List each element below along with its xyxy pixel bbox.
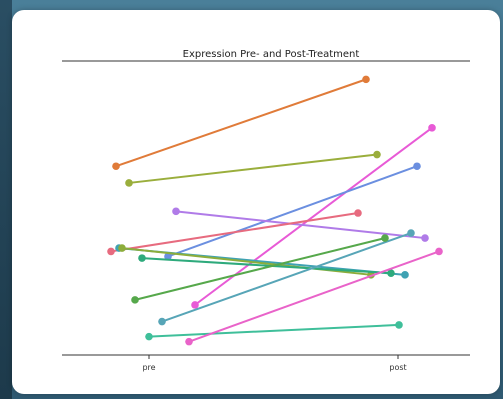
data-point-post [395,321,403,329]
data-point-post [387,269,395,277]
x-tick-label-post: post [389,363,406,372]
series-line [161,232,412,323]
series-layer [107,75,443,346]
chart-title: Expression Pre- and Post-Treatment [183,49,360,60]
series-line [128,153,378,184]
data-point-post [381,234,389,242]
data-point-post [407,229,415,237]
data-point-pre [185,337,193,346]
data-point-pre [112,162,120,171]
chart-card [12,10,500,394]
data-point-post [401,271,409,279]
series-line [167,165,418,258]
data-point-post [373,150,381,159]
data-point-pre [172,207,180,216]
background-strip [0,0,12,399]
data-point-pre [138,254,146,262]
data-point-pre [118,244,126,252]
series-line [134,237,386,301]
series-line [141,257,392,275]
series-line [115,78,367,168]
series-line [188,250,440,343]
data-point-post [354,209,362,217]
series-12 [185,247,443,346]
series-line [110,212,359,253]
data-point-pre [191,301,199,309]
data-point-post [421,234,429,242]
series-4 [172,207,429,242]
series-line [148,323,400,338]
data-point-post [413,162,421,171]
data-point-pre [131,296,139,304]
tick-layer: pre post [142,355,407,372]
data-point-post [362,75,370,84]
series-10 [131,234,389,304]
data-point-post [428,124,436,132]
series-1 [125,150,381,187]
series-9 [158,229,415,326]
data-point-pre [107,247,115,256]
data-point-pre [125,179,133,187]
data-point-pre [164,252,172,261]
data-point-pre [158,317,166,326]
data-point-post [435,247,443,256]
series-8 [138,254,395,277]
x-tick-label-pre: pre [142,363,155,372]
series-3 [164,162,421,261]
series-0 [112,75,370,171]
series-11 [145,321,403,341]
series-line [175,210,426,240]
data-point-pre [145,332,153,341]
series-5 [107,209,362,256]
